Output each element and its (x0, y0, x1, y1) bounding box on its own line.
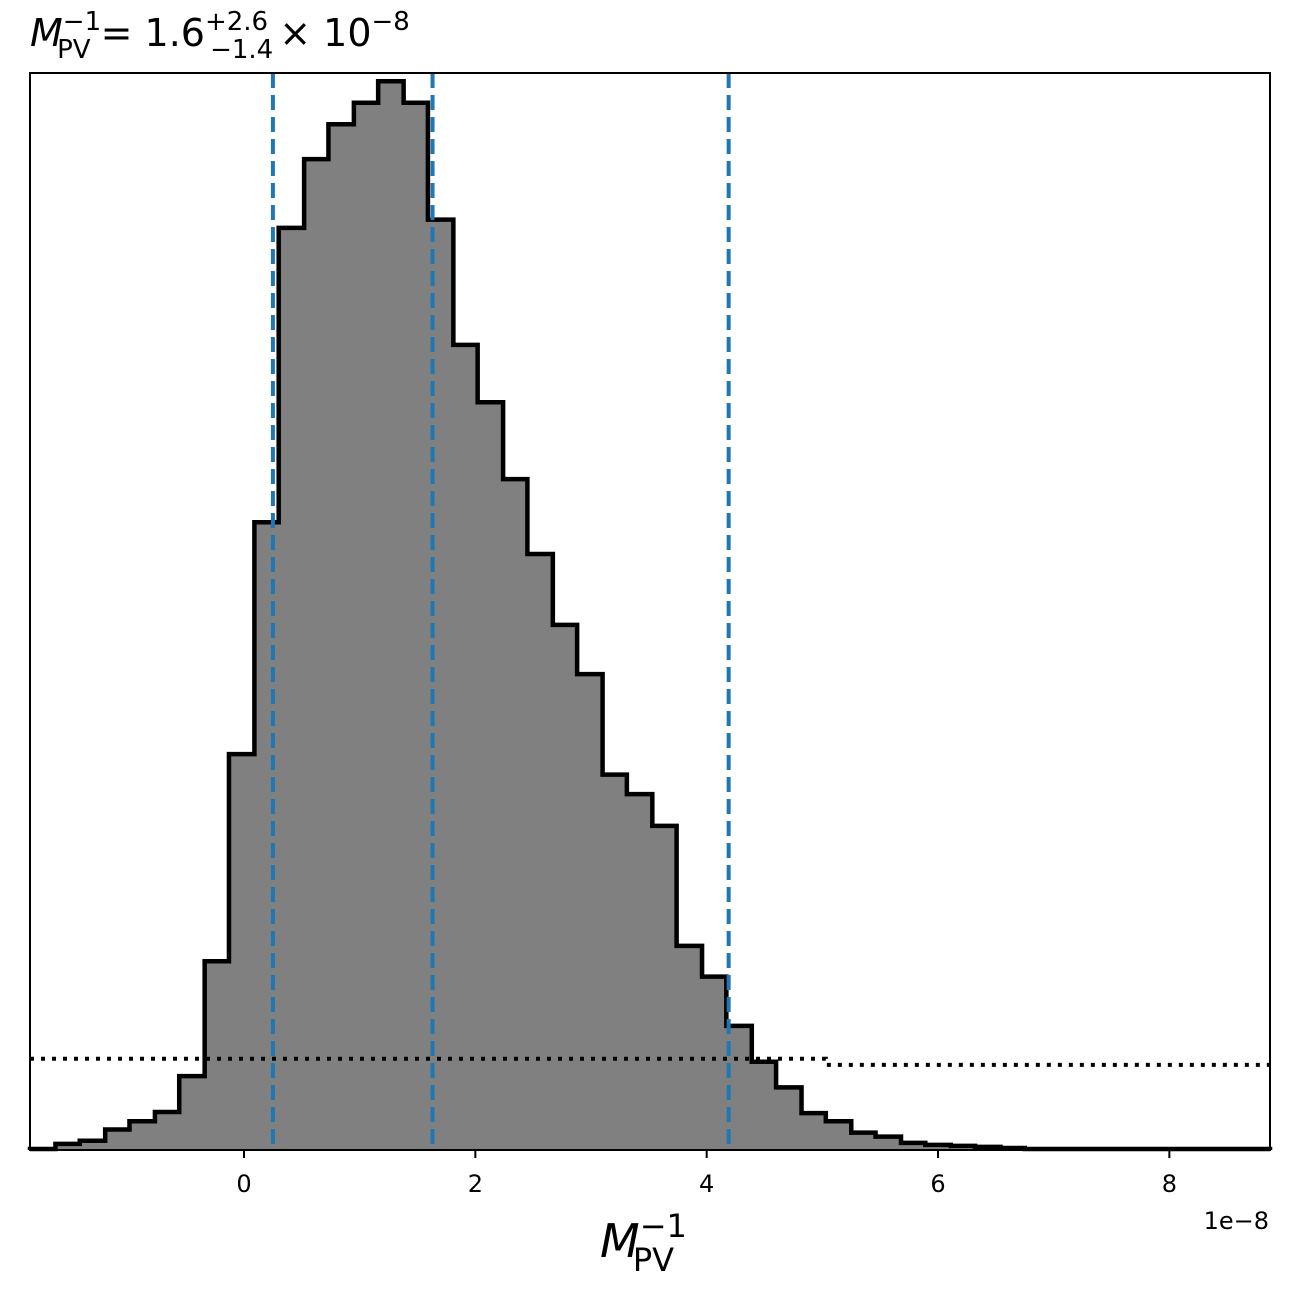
x-offset-label: 1e−8 (1204, 1207, 1269, 1235)
histogram-bar (503, 479, 528, 1150)
title-symbol-sup: −1 (63, 7, 101, 37)
histogram-bar (378, 81, 405, 1151)
histogram-bar (875, 1136, 902, 1150)
histogram-bar (129, 1121, 156, 1150)
histogram-bar (801, 1113, 827, 1150)
histogram-bar (228, 754, 255, 1150)
histogram-bar (901, 1142, 926, 1150)
histogram-bar (453, 344, 479, 1150)
histogram-bar (79, 1140, 106, 1150)
x-tick-label: 4 (699, 1170, 714, 1198)
title-equals: = 1.6 (101, 11, 205, 55)
chart-title: M−1 PV = 1.6+2.6 −1.4 × 10−8 (30, 7, 410, 65)
histogram-bar (527, 554, 554, 1150)
x-tick-label: 8 (1162, 1170, 1177, 1198)
title-lower-err: −1.4 (210, 35, 273, 65)
title-exponent: −8 (372, 7, 410, 37)
histogram-bar (552, 624, 578, 1150)
title-upper-err: +2.6 (205, 7, 268, 37)
x-tick-label: 0 (236, 1170, 251, 1198)
histogram-bars (27, 78, 1273, 1152)
histogram-bar (602, 774, 628, 1150)
histogram-bar (726, 1025, 753, 1150)
x-axis-ticks: 0 2 4 6 8 (236, 1150, 1177, 1198)
histogram-bar (55, 1143, 81, 1150)
histogram-bar (254, 522, 280, 1150)
histogram-bar (105, 1129, 130, 1150)
histogram-bar (477, 402, 504, 1150)
histogram-bar (676, 945, 703, 1150)
histogram-bar (851, 1132, 877, 1150)
reference-line-group (30, 1056, 1270, 1067)
quantile-lines (270, 73, 731, 1150)
histogram-bar (179, 1076, 206, 1150)
reference-dotted-line (30, 1056, 1270, 1067)
x-axis-label: M−1 PV (600, 1207, 687, 1279)
xlabel-symbol: M (600, 1214, 640, 1268)
title-symbol-sub: PV (57, 35, 91, 65)
x-tick-label: 2 (468, 1170, 483, 1198)
histogram-outline (27, 78, 1273, 1152)
histogram-bar (427, 219, 454, 1151)
histogram-bar (626, 794, 653, 1150)
histogram-bar (204, 961, 230, 1150)
axes-frame (29, 72, 1271, 1151)
title-symbol: M (30, 11, 63, 55)
histogram-bar (328, 124, 355, 1150)
histogram-bar (353, 102, 379, 1150)
histogram-bar (154, 1112, 180, 1150)
title-times: × 10 (279, 11, 371, 55)
histogram-bar (304, 159, 329, 1150)
histogram-bar (652, 825, 678, 1150)
histogram-bar (825, 1121, 852, 1150)
xlabel-sup: −1 (640, 1207, 687, 1245)
xlabel-sub: PV (633, 1241, 674, 1279)
histogram-bar (751, 1061, 777, 1150)
x-tick-label: 6 (930, 1170, 945, 1198)
histogram-bar (776, 1087, 803, 1150)
histogram-bar (577, 674, 604, 1150)
histogram-bar (702, 976, 727, 1150)
histogram-bar (403, 102, 429, 1150)
histogram-bar (278, 227, 305, 1150)
histogram-bar (925, 1144, 952, 1150)
